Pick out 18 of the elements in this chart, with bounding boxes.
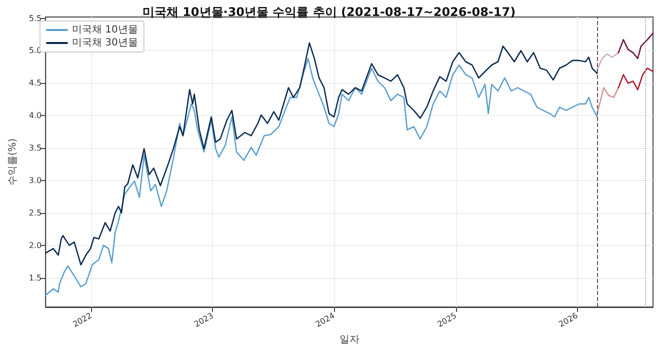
- y-tick-label: 2.0: [28, 240, 42, 250]
- y-tick-label: 2.5: [28, 208, 42, 218]
- legend-label: 미국채 30년물: [72, 38, 138, 48]
- line-series: [44, 58, 598, 296]
- y-tick-label: 4.0: [28, 111, 42, 120]
- line-series: [618, 32, 654, 60]
- line-series: [596, 52, 620, 71]
- y-tick-label: 1.5: [28, 273, 42, 282]
- legend-label: 미국채 10년물: [72, 24, 138, 36]
- line-series: [596, 87, 620, 114]
- y-tick-label: 4.5: [28, 78, 42, 88]
- y-tick-label: 5.5: [28, 14, 42, 23]
- y-axis-title: 수익률(%): [8, 138, 18, 186]
- line-series: [618, 68, 654, 90]
- y-tick-label: 3.5: [28, 144, 42, 153]
- y-tick-label: 3.0: [28, 176, 42, 185]
- x-axis-title: 일자: [339, 334, 360, 346]
- chart-title: 미국채 10년물·30년물 수익률 추이 (2021-08-17~2026-08-17): [142, 5, 516, 19]
